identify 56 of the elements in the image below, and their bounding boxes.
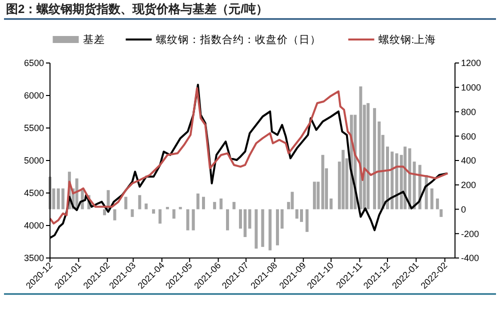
bar (144, 204, 148, 210)
chart-title: 图2：螺纹钢期货指数、现货价格与基差（元/吨） (6, 2, 268, 16)
y2-tick-label: -400 (461, 253, 480, 264)
bar (192, 209, 195, 230)
bar (61, 188, 64, 210)
bar (113, 209, 116, 220)
y2-tick-label: 400 (461, 156, 476, 166)
y2-tick-label: 600 (461, 131, 476, 142)
bar (254, 209, 258, 249)
bar (430, 188, 434, 210)
y2-tick-label: 0 (461, 204, 466, 214)
legend-label: 基差 (82, 33, 105, 46)
y2-tick-label: 1000 (461, 82, 482, 93)
bar (220, 198, 223, 210)
bar (440, 209, 443, 217)
bar (261, 209, 264, 247)
bar (196, 194, 200, 210)
bar (312, 182, 316, 210)
bar (172, 209, 176, 219)
bar (158, 209, 162, 224)
legend-label: 螺纹钢：指数合约：收盘价（日） (156, 33, 321, 46)
bar (152, 209, 156, 214)
bar (226, 209, 230, 230)
bar (290, 192, 294, 210)
bar (436, 198, 439, 210)
legend-label: 螺纹钢:上海 (378, 33, 436, 46)
bar (268, 209, 272, 250)
y2-tick-label: -200 (461, 228, 480, 239)
bar (342, 150, 345, 210)
bar (130, 209, 134, 217)
y2-tick-label: 800 (461, 106, 476, 117)
bar (186, 209, 190, 230)
y-tick-label: 5000 (24, 156, 44, 166)
bar (103, 209, 106, 216)
y-tick-label: 4000 (24, 220, 44, 231)
y-tick-label: 6000 (24, 90, 44, 101)
bar (124, 196, 128, 210)
y-tick-label: 3500 (24, 253, 44, 264)
bar (306, 209, 309, 232)
bar (213, 202, 216, 210)
bar (178, 206, 182, 210)
bar (366, 103, 370, 210)
bar (316, 182, 320, 210)
bar (166, 206, 169, 210)
bar (138, 195, 142, 210)
y2-tick-label: 1200 (461, 58, 482, 68)
bar (202, 196, 205, 210)
bar (359, 86, 362, 210)
y-tick-label: 4500 (24, 188, 44, 198)
bar (412, 162, 416, 210)
bar (232, 202, 236, 210)
y-tick-label: 6500 (24, 58, 44, 68)
bar (373, 108, 376, 210)
bar (321, 154, 324, 210)
y2-tick-label: 200 (461, 180, 476, 190)
y-tick-label: 5500 (24, 123, 44, 134)
